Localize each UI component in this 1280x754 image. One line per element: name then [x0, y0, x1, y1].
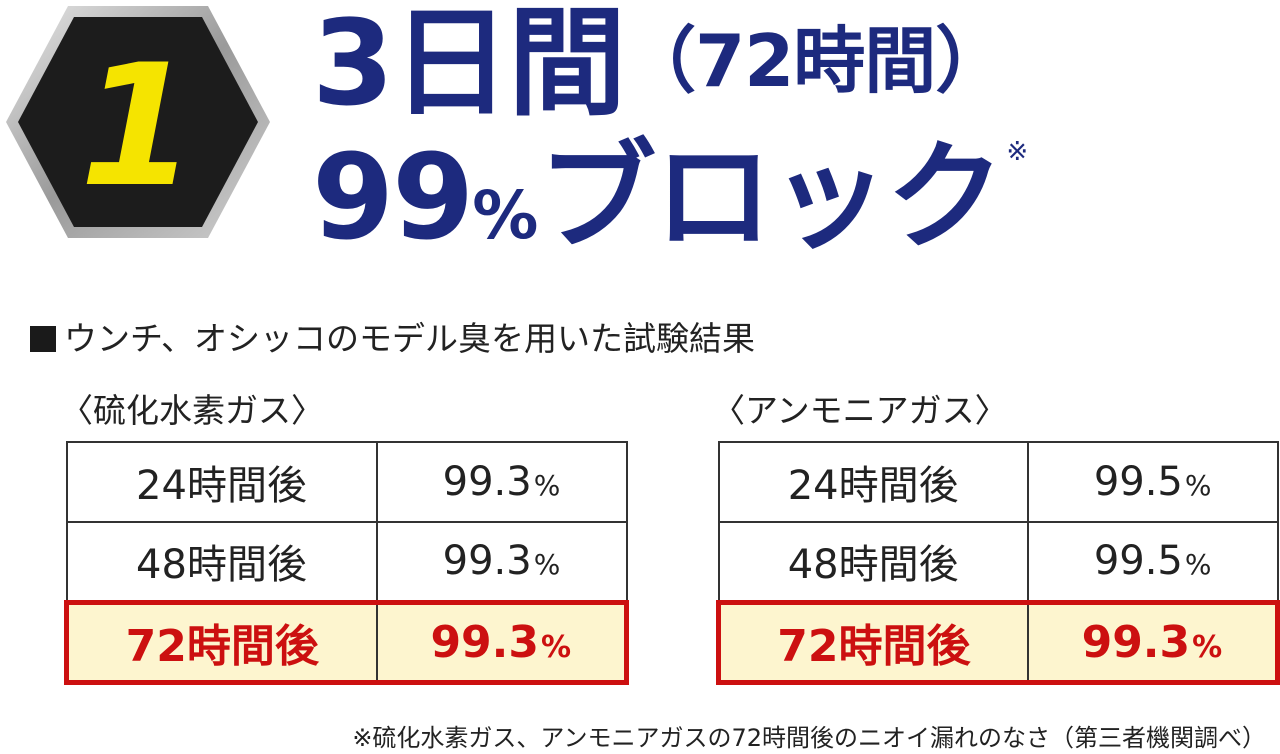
headline-days: 3日間: [312, 0, 626, 132]
section-title-text: ウンチ、オシッコのモデル臭を用いた試験結果: [64, 319, 756, 358]
highlighted-row: 72時間後 99.3%: [64, 599, 629, 685]
number-badge: 1: [2, 2, 274, 242]
table-row: 48時間後 99.3%: [65, 521, 628, 603]
highlighted-row: 72時間後 99.3%: [715, 599, 1280, 685]
value-cell: 99.5%: [1026, 441, 1279, 523]
headline-block: 99%ブロック ※: [312, 138, 1028, 256]
value-cell: 99.3%: [375, 441, 628, 523]
value-unit: %: [1184, 469, 1212, 502]
value-unit: %: [533, 548, 561, 582]
table-row: 48時間後 99.5%: [717, 521, 1279, 603]
time-cell: 72時間後: [64, 599, 378, 685]
note-mark: ※: [1006, 137, 1029, 167]
headline-duration: 3日間（72時間）: [312, 4, 1007, 122]
value-number: 99.5: [1093, 538, 1183, 585]
value-unit: %: [533, 469, 561, 502]
section-title: ウンチ、オシッコのモデル臭を用いた試験結果: [30, 312, 755, 360]
ammonia-table: 24時間後 99.5% 48時間後 99.5% 72時間後 99.3%: [715, 441, 1280, 685]
headline-block-text: ブロック: [538, 128, 1004, 266]
ammonia-title: 〈アンモニアガス〉: [712, 391, 1008, 430]
hexagon-fill: [18, 17, 258, 227]
value-cell: 99.3%: [375, 599, 629, 685]
value-unit: %: [1184, 548, 1212, 582]
value-number: 99.3: [442, 538, 532, 585]
time-cell: 24時間後: [65, 441, 378, 523]
time-cell: 48時間後: [717, 521, 1029, 603]
headline-percent-number: 99: [312, 128, 474, 266]
time-cell: 24時間後: [717, 441, 1029, 523]
value-number: 99.3: [1081, 616, 1191, 668]
time-cell: 48時間後: [65, 521, 378, 603]
value-cell: 99.3%: [1026, 599, 1280, 685]
square-bullet-icon: [30, 326, 56, 352]
value-cell: 99.3%: [375, 521, 628, 603]
table-row: 24時間後 99.5%: [717, 441, 1279, 523]
headline-hours: （72時間）: [624, 19, 1007, 103]
hydrogen-sulfide-table: 24時間後 99.3% 48時間後 99.3% 72時間後 99.3%: [64, 441, 629, 685]
value-cell: 99.5%: [1026, 521, 1279, 603]
hydrogen-sulfide-title: 〈硫化水素ガス〉: [60, 391, 324, 430]
badge-number: 1: [80, 28, 197, 224]
headline-percent-sign: %: [472, 177, 539, 254]
value-unit: %: [1192, 629, 1223, 665]
value-number: 99.5: [1093, 459, 1183, 505]
time-cell: 72時間後: [715, 599, 1029, 685]
value-number: 99.3: [442, 459, 532, 505]
value-unit: %: [541, 629, 572, 665]
footnote: ※硫化水素ガス、アンモニアガスの72時間後のニオイ漏れのなさ（第三者機関調べ）: [352, 724, 1266, 752]
value-number: 99.3: [430, 616, 539, 668]
table-row: 24時間後 99.3%: [65, 441, 628, 523]
